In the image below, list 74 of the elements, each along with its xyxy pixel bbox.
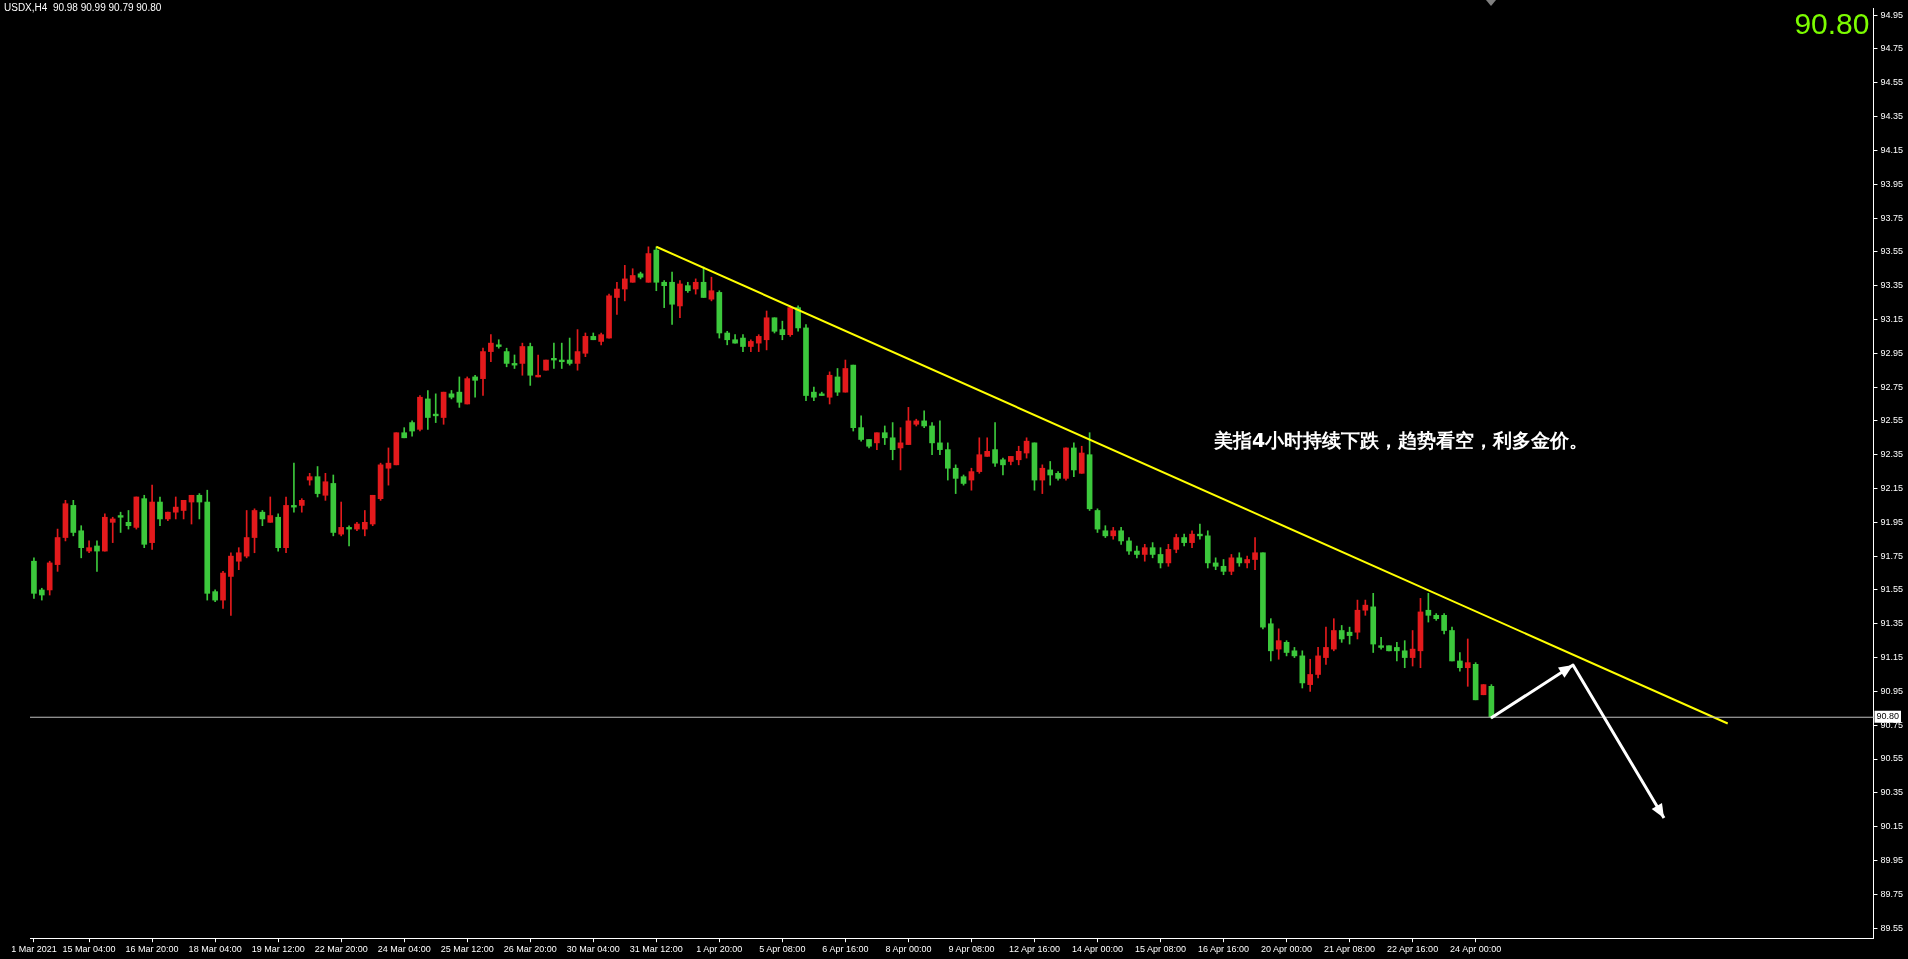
x-tick-label: 22 Mar 20:00 — [314, 944, 368, 955]
candlestick — [338, 501, 345, 537]
x-tick-label: 15 Apr 08:00 — [1134, 944, 1187, 955]
candlestick — [472, 374, 478, 398]
y-tick-label: 93.75 — [1880, 212, 1904, 223]
candlestick — [1252, 537, 1258, 570]
x-tick-label: 1 Apr 20:00 — [696, 944, 743, 955]
y-tick-label: 90.95 — [1880, 685, 1904, 696]
y-tick-label: 91.75 — [1880, 550, 1904, 561]
candlestick — [921, 410, 927, 428]
candlestick — [1197, 523, 1203, 540]
x-tick-label: 15 Mar 04:00 — [62, 944, 116, 955]
y-tick-label: 91.55 — [1880, 584, 1904, 595]
candlestick — [661, 280, 668, 308]
y-tick-label: 94.95 — [1880, 9, 1904, 20]
x-tick-label: 9 Apr 08:00 — [948, 944, 995, 955]
candlestick — [94, 540, 100, 572]
y-tick-label: 91.35 — [1880, 618, 1904, 629]
y-tick-label: 93.15 — [1880, 313, 1904, 324]
candlestick — [109, 516, 116, 543]
candlestick — [1464, 638, 1471, 687]
y-tick-label: 94.35 — [1880, 111, 1904, 122]
x-tick-label: 30 Mar 04:00 — [566, 944, 620, 955]
x-tick-label: 14 Apr 00:00 — [1071, 944, 1124, 955]
y-tick-label: 90.55 — [1880, 753, 1904, 764]
y-tick-label: 92.75 — [1880, 381, 1904, 392]
x-tick-label: 24 Apr 00:00 — [1450, 944, 1502, 955]
x-tick-label: 19 Mar 12:00 — [251, 944, 305, 955]
y-tick-label: 93.95 — [1880, 178, 1904, 189]
y-tick-label: 91.15 — [1880, 652, 1904, 663]
candlestick — [1394, 642, 1400, 662]
candlestick — [1047, 461, 1054, 486]
ref-line-label: 90.80 — [1876, 711, 1900, 722]
candlestick — [551, 342, 557, 369]
x-tick-label: 16 Apr 16:00 — [1198, 944, 1250, 955]
y-tick-label: 92.55 — [1880, 415, 1904, 426]
y-tick-label: 94.55 — [1880, 77, 1904, 88]
y-tick-label: 92.35 — [1880, 449, 1904, 460]
candlestick — [432, 393, 439, 423]
x-tick-label: 24 Mar 04:00 — [377, 944, 431, 955]
candlestick — [346, 525, 352, 547]
y-tick-label: 92.95 — [1880, 347, 1904, 358]
y-tick-label: 93.35 — [1880, 280, 1904, 291]
y-tick-label: 91.95 — [1880, 516, 1904, 527]
x-tick-label: 22 Apr 16:00 — [1387, 944, 1439, 955]
x-tick-label: 12 Apr 16:00 — [1008, 944, 1060, 955]
x-tick-label: 26 Mar 20:00 — [503, 944, 557, 955]
chart-title: USDX,H4 90.98 90.99 90.79 90.80 — [4, 1, 162, 13]
candlestick — [558, 342, 565, 369]
x-tick-label: 21 Apr 08:00 — [1324, 944, 1376, 955]
x-tick-label: 5 Apr 08:00 — [759, 944, 806, 955]
y-tick-label: 92.15 — [1880, 483, 1904, 493]
x-tick-label: 18 Mar 04:00 — [188, 944, 242, 955]
y-tick-label: 90.35 — [1880, 787, 1904, 798]
x-tick-label: 1 Mar 2021 — [11, 944, 57, 955]
annotation: 美指4小时持续下跌，趋势看空，利多金价。 — [1213, 428, 1589, 451]
x-tick-label: 16 Mar 20:00 — [125, 944, 179, 955]
y-tick-label: 89.55 — [1880, 922, 1904, 933]
annotation: 90.80 — [1794, 7, 1870, 41]
y-tick-label: 94.15 — [1880, 144, 1904, 155]
candlestick — [937, 420, 943, 456]
x-tick-label: 8 Apr 00:00 — [885, 944, 932, 955]
x-tick-label: 31 Mar 12:00 — [629, 944, 683, 955]
x-tick-label: 20 Apr 00:00 — [1261, 944, 1313, 955]
y-tick-label: 93.55 — [1880, 246, 1904, 257]
y-tick-label: 89.95 — [1880, 854, 1904, 865]
y-tick-label: 90.15 — [1880, 821, 1904, 832]
candlestick — [495, 339, 502, 349]
y-tick-label: 94.75 — [1880, 43, 1904, 54]
y-tick-label: 89.75 — [1880, 888, 1904, 899]
candlestick — [291, 462, 297, 513]
x-tick-label: 6 Apr 16:00 — [822, 944, 869, 955]
candlestick — [535, 354, 541, 378]
x-tick-label: 25 Mar 12:00 — [440, 944, 494, 955]
